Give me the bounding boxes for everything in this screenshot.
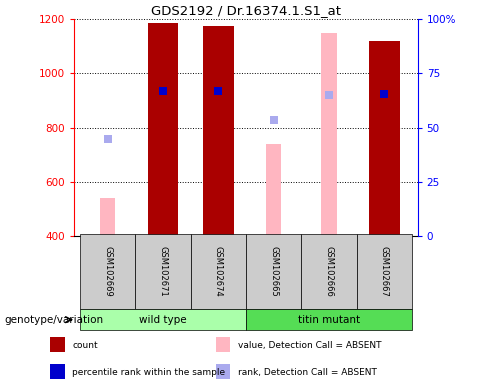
Point [215,88,222,94]
Text: genotype/variation: genotype/variation [5,314,104,325]
Text: rank, Detection Call = ABSENT: rank, Detection Call = ABSENT [238,367,376,377]
Bar [100,198,115,236]
Bar [191,234,246,309]
Bar [216,364,230,379]
Point [270,116,277,122]
Text: GSM102674: GSM102674 [214,246,223,297]
Title: GDS2192 / Dr.16374.1.S1_at: GDS2192 / Dr.16374.1.S1_at [151,3,341,17]
Bar [148,23,178,236]
Bar [357,234,412,309]
Text: percentile rank within the sample: percentile rank within the sample [72,367,226,377]
Bar [246,234,301,309]
Bar [50,337,65,352]
Bar [80,309,246,330]
Point [159,88,167,94]
Bar [369,41,400,236]
Text: GSM102671: GSM102671 [158,246,168,297]
Bar [135,234,191,309]
Bar [216,337,230,352]
Text: GSM102669: GSM102669 [103,246,112,297]
Text: wild type: wild type [139,314,187,325]
Bar [266,144,281,236]
Text: count: count [72,341,98,350]
Bar [321,33,337,236]
Point [325,92,333,98]
Bar [246,309,412,330]
Bar [203,26,234,236]
Text: GSM102665: GSM102665 [269,246,278,297]
Text: GSM102666: GSM102666 [324,246,334,297]
Bar [50,364,65,379]
Point [381,91,388,97]
Bar [301,234,357,309]
Text: GSM102667: GSM102667 [380,246,389,297]
Text: value, Detection Call = ABSENT: value, Detection Call = ABSENT [238,341,381,350]
Bar [80,234,135,309]
Text: titin mutant: titin mutant [298,314,360,325]
Point [104,136,111,142]
